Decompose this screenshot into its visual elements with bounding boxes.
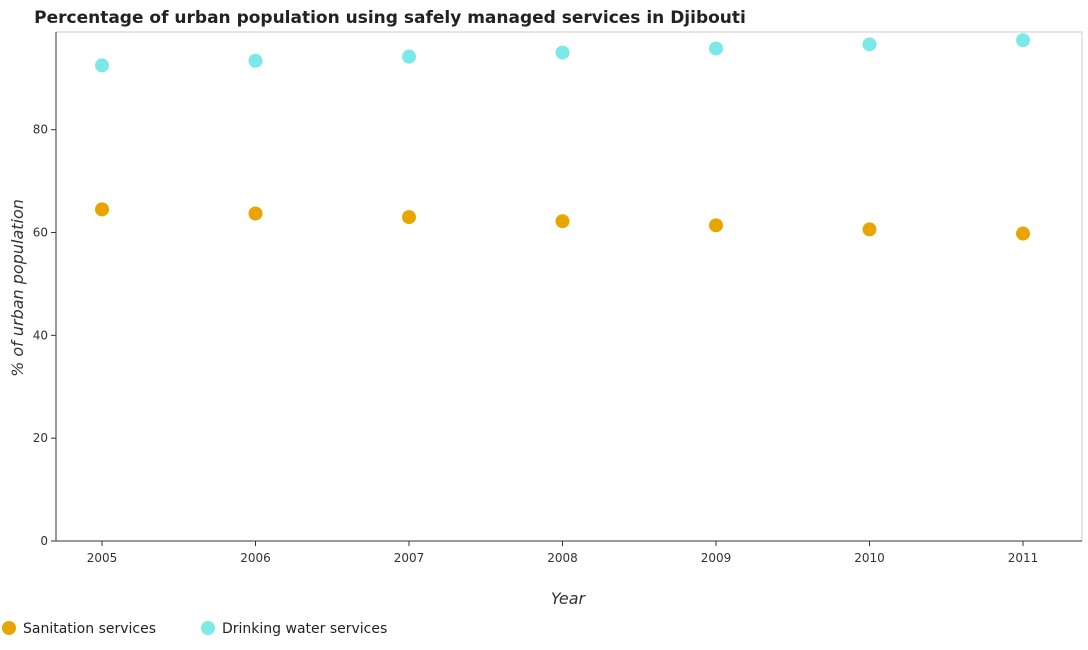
x-tick-label: 2006 xyxy=(240,551,271,565)
series-drinking-water-services xyxy=(95,33,1030,73)
data-point xyxy=(248,53,263,68)
y-tick-label: 20 xyxy=(33,431,48,445)
x-tick-label: 2010 xyxy=(854,551,885,565)
y-tick-label: 40 xyxy=(33,328,48,342)
x-tick-label: 2011 xyxy=(1008,551,1039,565)
data-point xyxy=(1016,33,1030,48)
y-tick-label: 0 xyxy=(40,534,48,548)
data-point xyxy=(95,58,109,73)
data-point xyxy=(862,37,877,52)
data-point xyxy=(862,222,877,237)
y-axis-label: % of urban population xyxy=(8,199,27,377)
chart-title: Percentage of urban population using saf… xyxy=(34,8,746,28)
data-point xyxy=(555,45,570,60)
legend-marker xyxy=(2,621,16,635)
legend-marker xyxy=(201,621,215,635)
x-axis-ticks: 2005 2006 2007 2008 2009 2010 2011 xyxy=(87,541,1039,565)
data-point xyxy=(709,41,723,56)
data-point xyxy=(709,218,723,233)
data-point xyxy=(1016,226,1030,241)
data-point xyxy=(248,206,263,221)
y-tick-label: 60 xyxy=(33,226,48,240)
x-tick-label: 2007 xyxy=(394,551,425,565)
y-axis-ticks: 0 20 40 60 80 xyxy=(33,123,56,548)
data-point xyxy=(555,214,570,229)
plot-frame xyxy=(55,31,1083,542)
x-axis-label: Year xyxy=(551,589,587,608)
series-points xyxy=(95,33,1030,241)
plot-area-border xyxy=(55,31,1083,542)
data-point xyxy=(402,210,416,225)
y-tick-label: 80 xyxy=(33,123,48,137)
legend: Sanitation services Drinking water servic… xyxy=(2,621,387,637)
data-point xyxy=(95,202,109,217)
x-tick-label: 2005 xyxy=(87,551,118,565)
series-sanitation-services xyxy=(95,202,1030,241)
x-tick-label: 2009 xyxy=(701,551,732,565)
data-point xyxy=(402,49,416,64)
legend-label: Drinking water services xyxy=(222,621,387,637)
x-tick-label: 2008 xyxy=(547,551,578,565)
legend-label: Sanitation services xyxy=(23,621,156,637)
